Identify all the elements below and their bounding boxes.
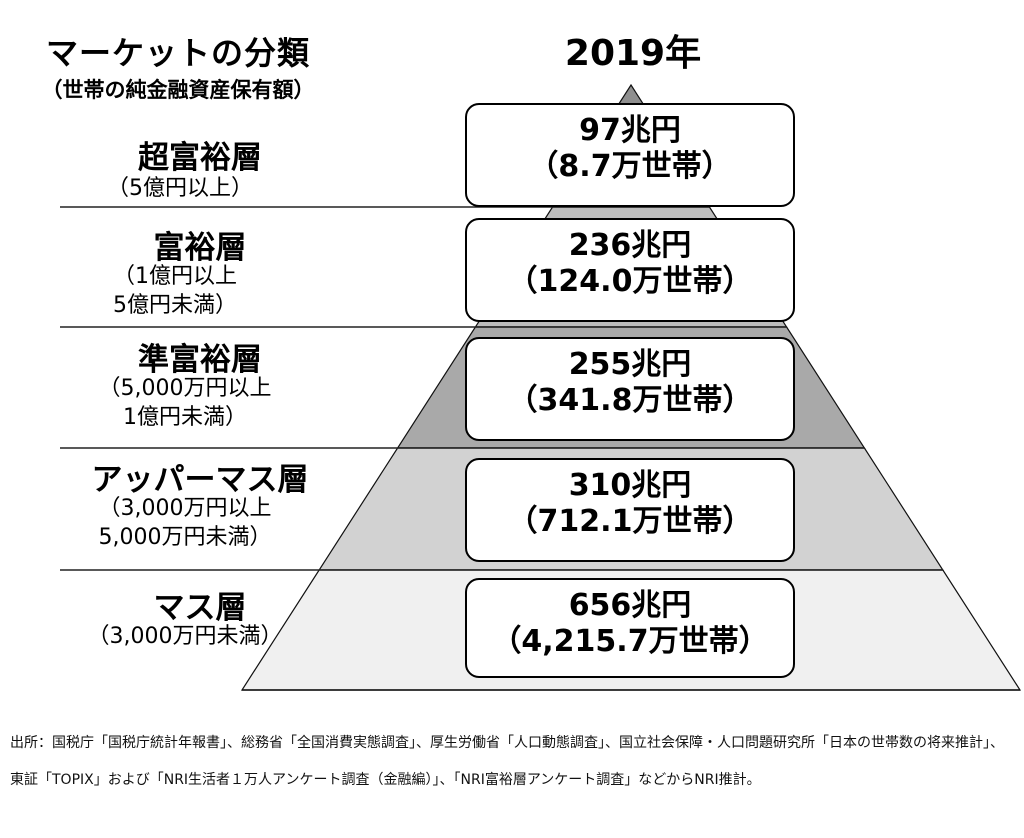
value-box-mass: 656兆円 （4,215.7万世帯） [465,578,795,678]
tier-name-upper-mass: アッパーマス層 [91,462,309,498]
tier-range-ultra-wealthy: （5億円以上） [107,176,253,201]
chart-title: マーケットの分類 [45,34,310,72]
tier-name-ultra-wealthy: 超富裕層 [138,140,262,176]
tier-name-mass: マス層 [153,590,247,626]
chart-subtitle: （世帯の純金融資産保有額） [41,78,315,102]
tier-range-upper-mass: （3,000万円以上 5,000万円未満） [98,496,272,550]
tier-amount: 255兆円 [568,347,692,382]
value-box-upper-mass: 310兆円 （712.1万世帯） [465,458,795,562]
value-box-semi-wealthy: 255兆円 （341.8万世帯） [465,337,795,441]
tier-range-wealthy: （1億円以上 5億円未満） [113,264,237,318]
tier-name-semi-wealthy: 準富裕層 [138,342,262,378]
tier-households: （341.8万世帯） [507,383,753,418]
tier-name-wealthy: 富裕層 [153,230,247,266]
tier-amount: 236兆円 [568,228,692,263]
year-label: 2019年 [564,33,702,74]
tier-households: （712.1万世帯） [507,504,753,539]
tier-households: （124.0万世帯） [507,264,753,299]
tier-amount: 97兆円 [579,113,681,148]
tier-range-mass: （3,000万円未満） [87,624,283,649]
value-box-ultra-wealthy: 97兆円 （8.7万世帯） [465,103,795,207]
source-note: 出所：国税庁「国税庁統計年報書」、総務省「全国消費実態調査」、厚生労働省「人口動… [10,735,1004,788]
value-box-wealthy: 236兆円 （124.0万世帯） [465,218,795,322]
tier-amount: 310兆円 [568,468,692,503]
tier-households: （8.7万世帯） [528,149,732,184]
tier-amount: 656兆円 [568,588,692,623]
tier-range-semi-wealthy: （5,000万円以上 1億円未満） [98,376,272,430]
tier-households: （4,215.7万世帯） [491,624,769,659]
